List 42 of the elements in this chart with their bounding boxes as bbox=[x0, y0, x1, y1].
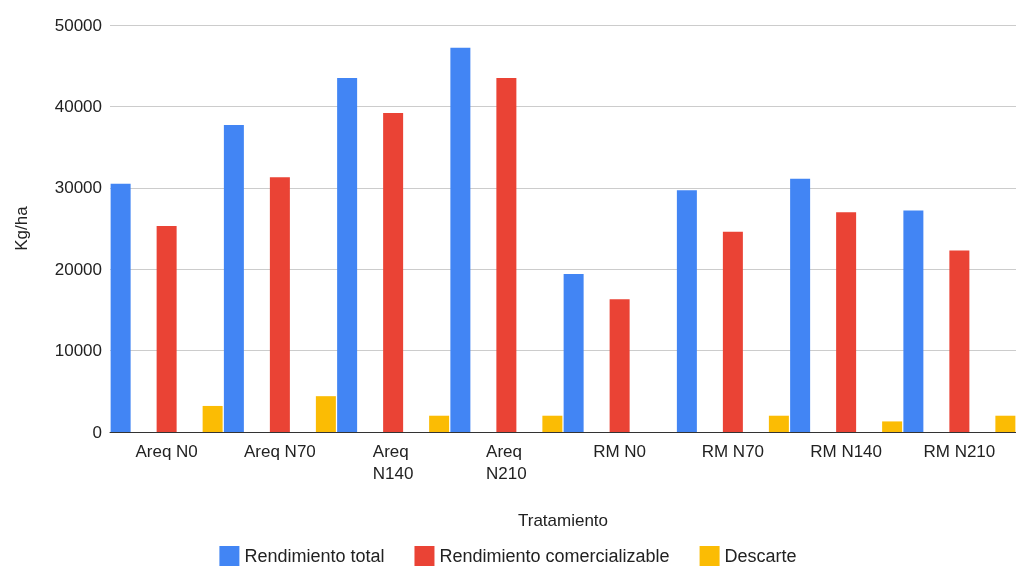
x-tick-label: RM N70 bbox=[701, 441, 765, 461]
y-tick-label: 50000 bbox=[54, 15, 102, 35]
bar bbox=[722, 231, 743, 432]
y-tick-label: 10000 bbox=[54, 341, 102, 361]
y-tick-label: 20000 bbox=[54, 259, 102, 279]
y-tick-label: 0 bbox=[92, 422, 102, 442]
bar bbox=[496, 77, 517, 432]
bar bbox=[949, 250, 970, 432]
x-tick-label: Areq N210 bbox=[486, 441, 527, 483]
bar bbox=[836, 212, 857, 432]
x-tick-label: Areq N140 bbox=[372, 441, 414, 483]
x-tick-label: Areq N0 bbox=[135, 441, 198, 461]
bar bbox=[609, 299, 630, 432]
bar bbox=[790, 178, 811, 432]
legend-label: Descarte bbox=[724, 546, 797, 566]
bar bbox=[995, 415, 1016, 432]
bar bbox=[542, 415, 563, 432]
x-tick-label: RM N140 bbox=[810, 441, 883, 461]
bar bbox=[676, 190, 697, 432]
y-tick-label: 30000 bbox=[54, 178, 102, 198]
bar bbox=[450, 47, 471, 432]
bar bbox=[383, 112, 404, 432]
bar bbox=[903, 210, 924, 432]
bar bbox=[429, 415, 450, 432]
legend-label: Rendimiento total bbox=[244, 546, 385, 566]
y-axis-title: Kg/ha bbox=[12, 205, 31, 251]
bar bbox=[269, 177, 290, 432]
bar bbox=[156, 226, 177, 432]
bar bbox=[315, 396, 336, 432]
bar bbox=[202, 405, 223, 432]
bar bbox=[223, 125, 244, 432]
x-tick-label: Areq N70 bbox=[243, 441, 316, 461]
legend-label: Rendimiento comercializable bbox=[439, 546, 670, 566]
bar bbox=[563, 274, 584, 432]
x-tick-label: RM N210 bbox=[923, 441, 996, 461]
x-axis-title: Tratamiento bbox=[517, 511, 609, 530]
bar bbox=[110, 183, 131, 432]
y-tick-label: 40000 bbox=[54, 96, 102, 116]
bar bbox=[337, 77, 358, 432]
bar bbox=[882, 421, 903, 432]
x-tick-label: RM N0 bbox=[593, 441, 647, 461]
bar bbox=[768, 415, 789, 432]
